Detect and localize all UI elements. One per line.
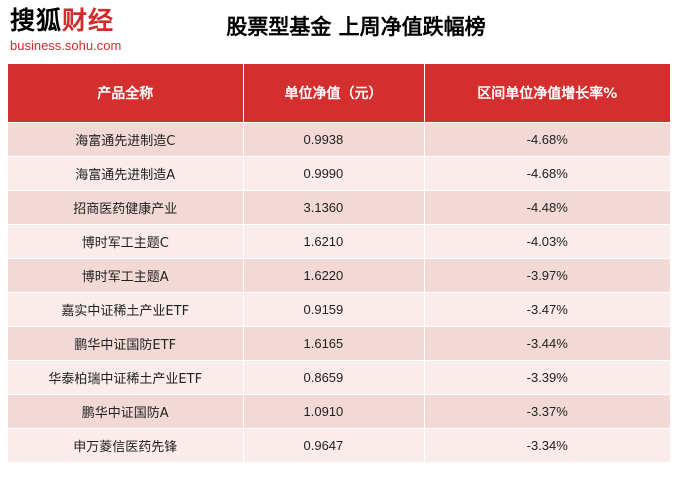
fund-change-cell: -4.68%: [424, 122, 670, 157]
fund-change-cell: -3.44%: [424, 326, 670, 361]
fund-name-cell: 博时军工主题A: [8, 258, 244, 293]
table-row: 海富通先进制造A 0.9990 -4.68%: [8, 156, 670, 191]
page-title: 股票型基金 上周净值跌幅榜: [226, 15, 486, 39]
logo-wordmark: 搜狐 财经: [10, 6, 130, 36]
sohu-finance-logo: 搜狐 财经 business.sohu.com: [10, 6, 130, 56]
fund-nav-cell: 0.9938: [243, 122, 425, 157]
table-row: 博时军工主题C 1.6210 -4.03%: [8, 224, 670, 259]
fund-name-cell: 鹏华中证国防ETF: [8, 326, 244, 361]
table-row: 招商医药健康产业 3.1360 -4.48%: [8, 190, 670, 225]
fund-name-cell: 鹏华中证国防A: [8, 394, 244, 429]
fund-nav-cell: 1.6165: [243, 326, 425, 361]
fund-change-cell: -3.97%: [424, 258, 670, 293]
logo-subtitle: business.sohu.com: [10, 38, 122, 53]
table-row: 鹏华中证国防ETF 1.6165 -3.44%: [8, 326, 670, 361]
logo-text-finance: 财经: [62, 6, 115, 35]
fund-change-cell: -3.39%: [424, 360, 670, 395]
fund-name-cell: 华泰柏瑞中证稀土产业ETF: [8, 360, 244, 395]
fund-change-cell: -3.37%: [424, 394, 670, 429]
fund-name-cell: 申万菱信医药先锋: [8, 428, 244, 462]
fund-change-cell: -3.47%: [424, 292, 670, 327]
header-nav-growth: 区间单位净值增长率%: [424, 64, 670, 123]
fund-nav-cell: 1.6220: [243, 258, 425, 293]
fund-name-cell: 博时军工主题C: [8, 224, 244, 259]
fund-nav-cell: 1.6210: [243, 224, 425, 259]
fund-nav-cell: 3.1360: [243, 190, 425, 225]
fund-name-cell: 嘉实中证稀土产业ETF: [8, 292, 244, 327]
table-row: 海富通先进制造C 0.9938 -4.68%: [8, 122, 670, 157]
table-row: 申万菱信医药先锋 0.9647 -3.34%: [8, 428, 670, 462]
table-row: 博时军工主题A 1.6220 -3.97%: [8, 258, 670, 293]
fund-change-cell: -4.48%: [424, 190, 670, 225]
fund-name-cell: 海富通先进制造A: [8, 156, 244, 191]
fund-nav-cell: 0.9647: [243, 428, 425, 462]
table-row: 华泰柏瑞中证稀土产业ETF 0.8659 -3.39%: [8, 360, 670, 395]
logo-text-sohu: 搜狐: [10, 6, 63, 35]
fund-name-cell: 海富通先进制造C: [8, 122, 244, 157]
fund-nav-cell: 0.9990: [243, 156, 425, 191]
fund-change-cell: -3.34%: [424, 428, 670, 462]
fund-nav-cell: 0.8659: [243, 360, 425, 395]
fund-name-cell: 招商医药健康产业: [8, 190, 244, 225]
fund-nav-cell: 0.9159: [243, 292, 425, 327]
fund-change-cell: -4.68%: [424, 156, 670, 191]
table-header-row: 产品全称 单位净值（元） 区间单位净值增长率%: [8, 64, 670, 123]
fund-change-cell: -4.03%: [424, 224, 670, 259]
header-product-name: 产品全称: [8, 64, 244, 123]
table-row: 鹏华中证国防A 1.0910 -3.37%: [8, 394, 670, 429]
table-row: 嘉实中证稀土产业ETF 0.9159 -3.47%: [8, 292, 670, 327]
fund-nav-cell: 1.0910: [243, 394, 425, 429]
header-unit-nav: 单位净值（元）: [243, 64, 425, 123]
fund-table: 产品全称 单位净值（元） 区间单位净值增长率% 海富通先进制造C 0.9938 …: [8, 64, 670, 462]
